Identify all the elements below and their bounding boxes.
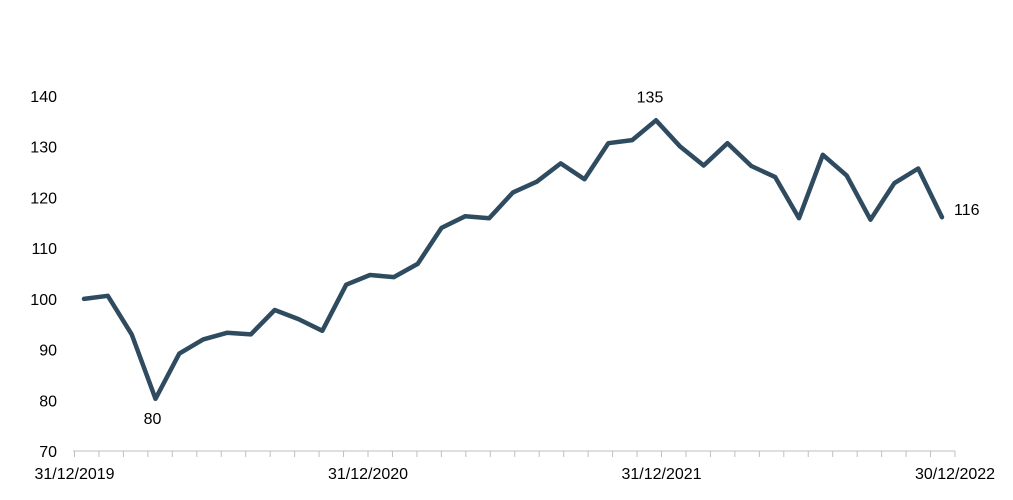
x-tick-label: 31/12/2019 (34, 466, 114, 483)
y-tick-label: 140 (30, 89, 57, 106)
data-label: 80 (144, 411, 162, 428)
data-label: 135 (637, 89, 664, 106)
y-tick-label: 100 (30, 292, 57, 309)
data-annotations: 80 135 116 (144, 89, 980, 427)
y-tick-label: 120 (30, 190, 57, 207)
y-tick-label: 110 (31, 241, 57, 258)
y-tick-label: 90 (39, 343, 57, 360)
x-tick-label: 31/12/2021 (621, 466, 701, 483)
x-axis: 31/12/2019 31/12/2020 31/12/2021 30/12/2022 (34, 450, 995, 483)
y-tick-label: 130 (30, 140, 57, 157)
y-tick-label: 70 (39, 444, 57, 461)
x-tick-label: 30/12/2022 (915, 466, 995, 483)
data-label: 116 (954, 202, 980, 219)
y-tick-label: 80 (39, 393, 57, 410)
x-tick-label: 31/12/2020 (328, 466, 408, 483)
plot-series (81, 118, 945, 402)
y-axis: 70 80 90 100 110 120 130 140 (30, 89, 57, 461)
series-line (81, 118, 945, 402)
